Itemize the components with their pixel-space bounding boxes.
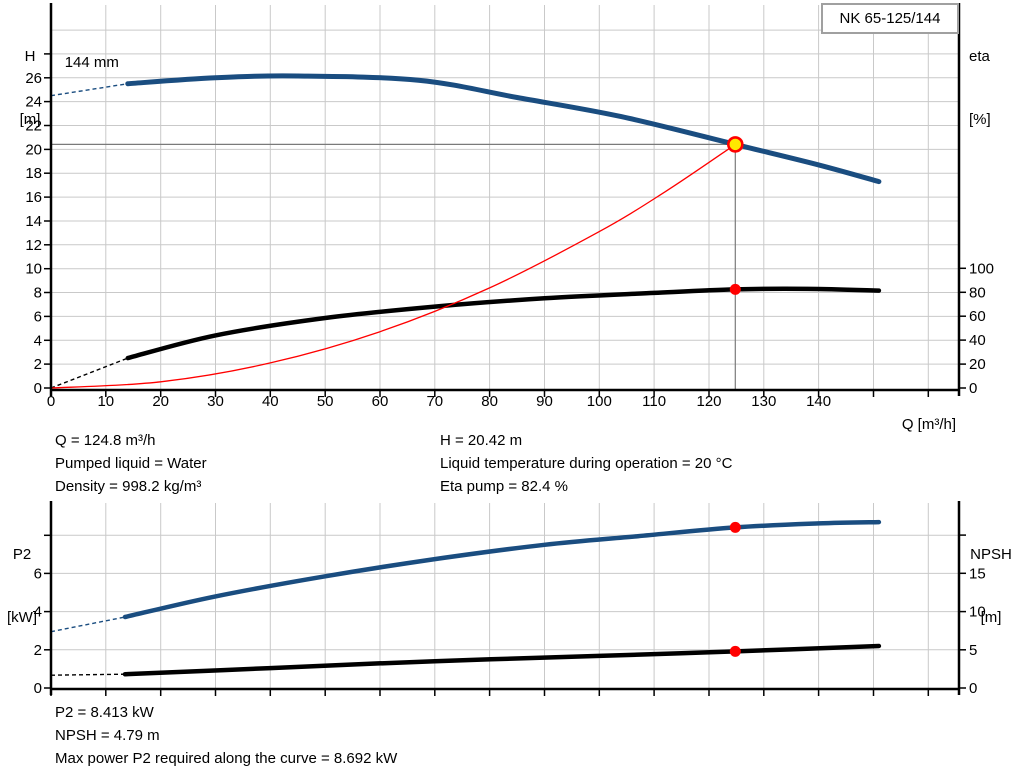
y-right-tick-label: 5 bbox=[969, 642, 977, 659]
duty-point-marker bbox=[726, 136, 744, 153]
npsh-text: NPSH = 4.79 m bbox=[55, 727, 160, 744]
npsh-curve bbox=[122, 643, 882, 677]
x-tick-label: 110 bbox=[642, 393, 666, 410]
y-left-tick-label: 14 bbox=[25, 213, 42, 230]
chart-head-efficiency: 144 mm0 10 20 30 40 50 60 70 80 90 100 110 120 130 140… bbox=[25, 3, 994, 410]
y-left-tick-label: 26 bbox=[25, 70, 42, 87]
y-left-tick-label: 2 bbox=[34, 356, 42, 373]
y-left-tick-label: 4 bbox=[34, 332, 42, 349]
power-axis-unit-symbol: P2 bbox=[12, 546, 32, 563]
y-right-tick-label: 100 bbox=[969, 260, 994, 277]
p2-curve-dashed-lead bbox=[50, 616, 126, 633]
x-tick-label: 100 bbox=[587, 393, 612, 410]
max-power-text: Max power P2 required along the curve = … bbox=[55, 750, 398, 767]
y-right-tick-label: 10 bbox=[969, 604, 986, 621]
y-right-tick-label: 20 bbox=[969, 356, 986, 373]
duty-info-left: Q = 124.8 m³/h Pumped liquid = Water Den… bbox=[55, 429, 207, 498]
y-left-tick-label: 8 bbox=[34, 285, 42, 302]
y-left-tick-label: 10 bbox=[25, 261, 42, 278]
x-tick-label: 0 bbox=[47, 393, 55, 410]
x-tick-label: 20 bbox=[152, 393, 169, 410]
liquid-temperature-text: Liquid temperature during operation = 20… bbox=[440, 455, 733, 472]
eta-axis-unit-symbol: eta bbox=[969, 48, 990, 65]
y-left-tick-label: 0 bbox=[34, 680, 42, 697]
x-tick-label: 60 bbox=[372, 393, 389, 410]
eta-axis-unit-measure: [%] bbox=[969, 111, 991, 128]
duty-dot-marker bbox=[729, 645, 741, 657]
duty-head-text: H = 20.42 m bbox=[440, 432, 523, 449]
x-tick-label: 40 bbox=[262, 393, 279, 410]
flow-axis-unit-label: Q [m³/h] bbox=[901, 416, 956, 433]
power-axis-unit: P2 [kW] bbox=[0, 502, 44, 649]
head-curve-144mm-dashed-lead bbox=[50, 83, 128, 97]
y-left-tick-label: 22 bbox=[25, 118, 42, 135]
y-right-tick-label: 60 bbox=[969, 308, 986, 325]
y-right-tick-label: 0 bbox=[969, 380, 977, 397]
eta-pump-text: Eta pump = 82.4 % bbox=[440, 478, 568, 495]
x-tick-label: 90 bbox=[536, 393, 553, 410]
y-left-tick-label: 6 bbox=[34, 308, 42, 325]
y-right-tick-label: 15 bbox=[969, 565, 986, 582]
flow-axis-unit: Q [m³/h] bbox=[860, 393, 956, 435]
npsh-curve-dashed-lead bbox=[50, 673, 126, 676]
head-axis-unit-measure: [m] bbox=[19, 111, 41, 128]
y-left-tick-label: 16 bbox=[25, 189, 42, 206]
duty-dot-marker bbox=[729, 283, 741, 295]
efficiency-curve-dashed-lead bbox=[50, 357, 129, 389]
x-tick-label: 70 bbox=[426, 393, 443, 410]
head-axis-unit: H [m] bbox=[10, 4, 50, 151]
x-tick-label: 50 bbox=[317, 393, 334, 410]
npsh-axis-unit-measure: [m] bbox=[980, 609, 1002, 626]
duty-flow-text: Q = 124.8 m³/h bbox=[55, 432, 156, 449]
y-right-tick-label: 80 bbox=[969, 284, 986, 301]
chart-power-npsh: 0 2 4 6 0 5 10 15 bbox=[34, 501, 986, 697]
pump-model-badge: NK 65-125/144 bbox=[821, 3, 959, 34]
power-axis-unit-measure: [kW] bbox=[7, 609, 37, 626]
system-curve bbox=[50, 143, 736, 389]
x-tick-label: 10 bbox=[97, 393, 114, 410]
y-left-tick-label: 0 bbox=[34, 380, 42, 397]
y-left-tick-label: 2 bbox=[34, 642, 42, 659]
y-right-tick-label: 40 bbox=[969, 332, 986, 349]
x-tick-label: 130 bbox=[751, 393, 776, 410]
p2-curve bbox=[122, 519, 882, 620]
head-axis-unit-symbol: H bbox=[24, 48, 36, 65]
power-text: P2 = 8.413 kW bbox=[55, 704, 154, 721]
duty-dot-marker bbox=[729, 521, 741, 533]
pumped-liquid-text: Pumped liquid = Water bbox=[55, 455, 207, 472]
impeller-diameter-label: 144 mm bbox=[65, 54, 119, 71]
y-left-tick-label: 4 bbox=[34, 604, 42, 621]
x-tick-label: 140 bbox=[806, 393, 831, 410]
npsh-axis-unit-symbol: NPSH bbox=[970, 546, 1012, 563]
y-left-tick-label: 18 bbox=[25, 165, 42, 182]
duty-info-right: H = 20.42 m Liquid temperature during op… bbox=[440, 429, 732, 498]
npsh-axis-unit: NPSH [m] bbox=[962, 502, 1020, 649]
x-tick-label: 120 bbox=[696, 393, 721, 410]
y-left-tick-label: 24 bbox=[25, 94, 42, 111]
pump-model-label: NK 65-125/144 bbox=[839, 10, 941, 27]
power-info-block: P2 = 8.413 kW NPSH = 4.79 m Max power P2… bbox=[55, 701, 397, 770]
x-tick-label: 30 bbox=[207, 393, 224, 410]
x-tick-label: 80 bbox=[481, 393, 498, 410]
eta-axis-unit: eta [%] bbox=[969, 4, 1017, 151]
head-curve-144mm bbox=[125, 73, 882, 185]
y-left-tick-label: 6 bbox=[34, 565, 42, 582]
y-left-tick-label: 20 bbox=[25, 141, 42, 158]
y-right-tick-label: 0 bbox=[969, 680, 977, 697]
efficiency-curve bbox=[125, 286, 882, 361]
density-text: Density = 998.2 kg/m³ bbox=[55, 478, 202, 495]
y-left-tick-label: 12 bbox=[25, 237, 42, 254]
